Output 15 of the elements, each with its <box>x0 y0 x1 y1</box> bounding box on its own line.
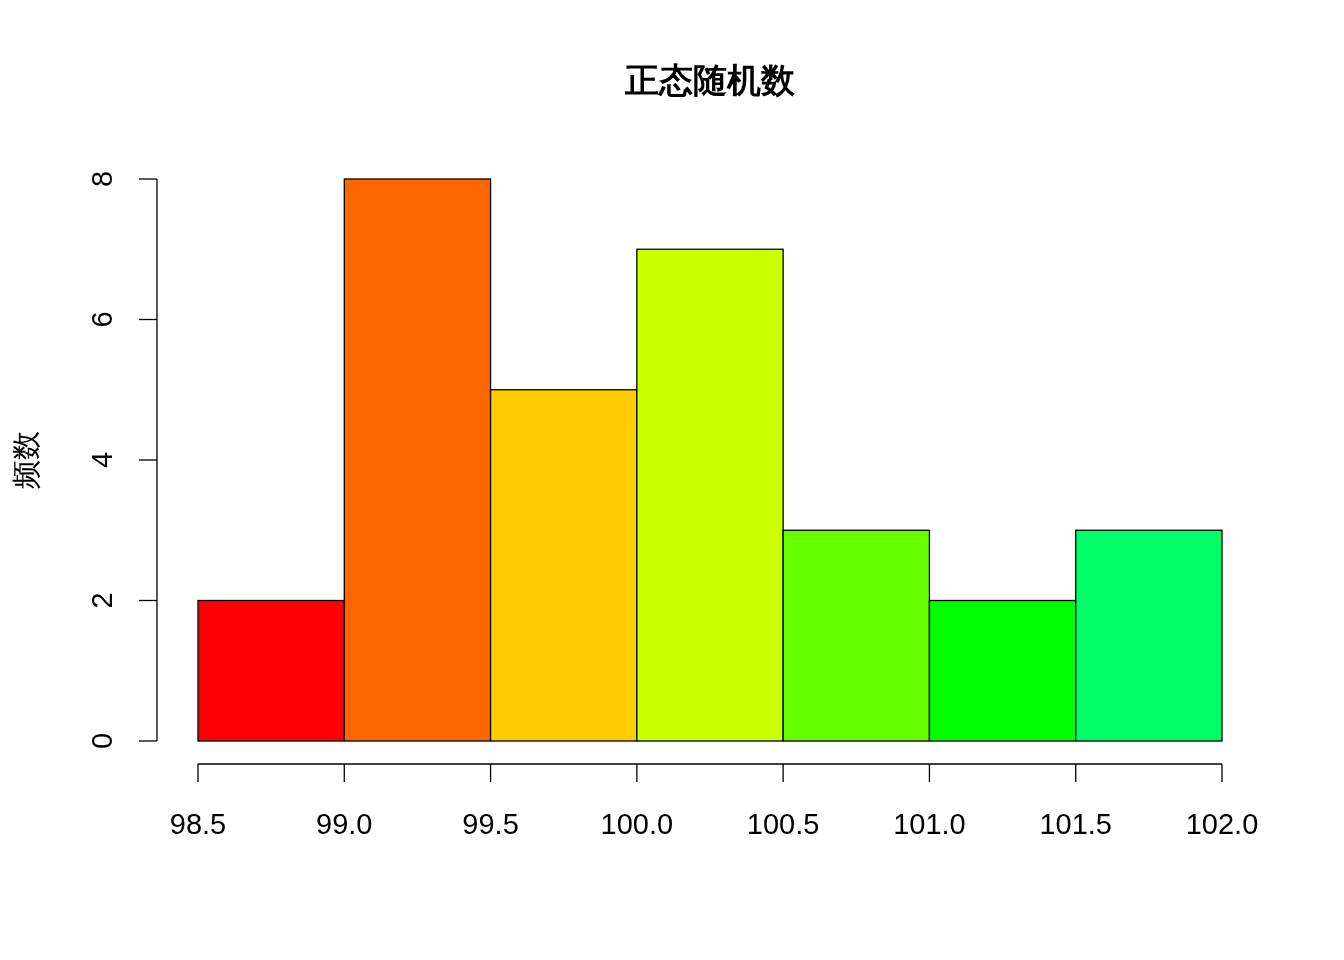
x-tick-label: 99.5 <box>462 808 519 840</box>
x-tick-label: 101.0 <box>893 808 966 840</box>
y-tick-label: 0 <box>86 732 118 750</box>
y-tick-label: 8 <box>86 170 118 188</box>
x-tick-label: 100.0 <box>600 808 674 840</box>
x-tick-label: 101.5 <box>1039 808 1112 840</box>
x-tick-label: 99.0 <box>316 808 373 840</box>
y-tick-label: 6 <box>86 311 118 328</box>
x-tick-label: 100.5 <box>746 808 820 840</box>
x-tick-label: 102.0 <box>1185 808 1259 840</box>
y-tick-label: 4 <box>86 451 118 469</box>
y-tick-label: 2 <box>86 592 118 609</box>
x-tick-label: 98.5 <box>169 808 227 840</box>
chart-title: 正态随机数 <box>624 60 796 100</box>
y-axis-title: 频数 <box>9 431 43 489</box>
